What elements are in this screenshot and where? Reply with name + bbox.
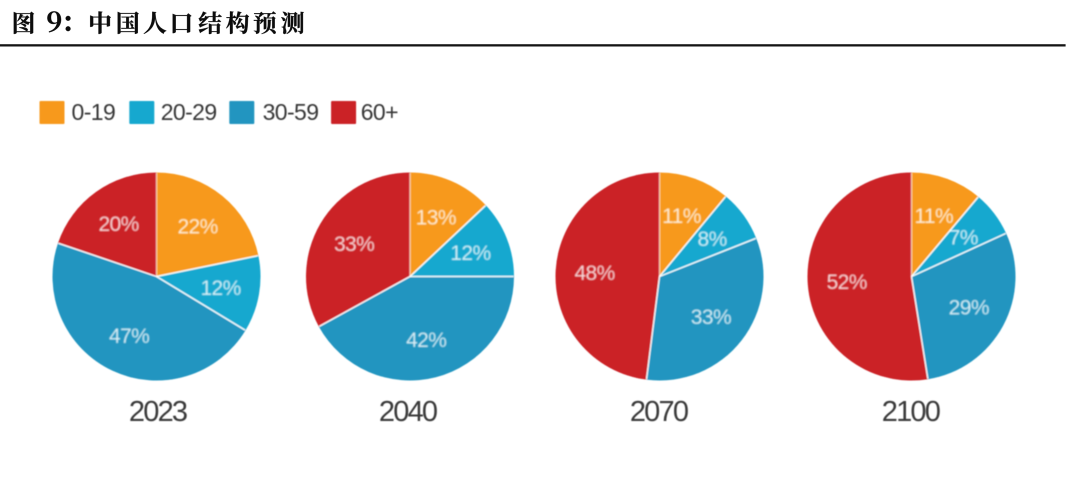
svg-text:13%: 13%	[416, 206, 456, 229]
svg-text:7%: 7%	[949, 227, 978, 250]
svg-text:11%: 11%	[914, 205, 953, 228]
svg-text:30-59: 30-59	[263, 99, 319, 125]
svg-text:12%: 12%	[200, 277, 240, 300]
svg-text:11%: 11%	[662, 205, 701, 228]
svg-text:48%: 48%	[574, 262, 614, 285]
svg-text:0-19: 0-19	[72, 99, 116, 125]
svg-text:52%: 52%	[827, 271, 867, 294]
svg-text:12%: 12%	[450, 242, 490, 265]
svg-text:8%: 8%	[698, 228, 727, 251]
svg-text:2070: 2070	[630, 396, 688, 428]
svg-text:29%: 29%	[949, 297, 989, 320]
svg-text:22%: 22%	[177, 216, 217, 239]
svg-text:47%: 47%	[109, 325, 149, 348]
svg-text:20%: 20%	[98, 213, 138, 236]
svg-text:42%: 42%	[406, 329, 446, 352]
svg-text:20-29: 20-29	[161, 99, 217, 125]
svg-text:60+: 60+	[361, 99, 398, 125]
svg-text:33%: 33%	[691, 306, 731, 329]
svg-text:2023: 2023	[129, 396, 187, 428]
svg-text:33%: 33%	[334, 233, 374, 256]
svg-text:2100: 2100	[882, 396, 940, 428]
svg-text:2040: 2040	[379, 396, 437, 428]
